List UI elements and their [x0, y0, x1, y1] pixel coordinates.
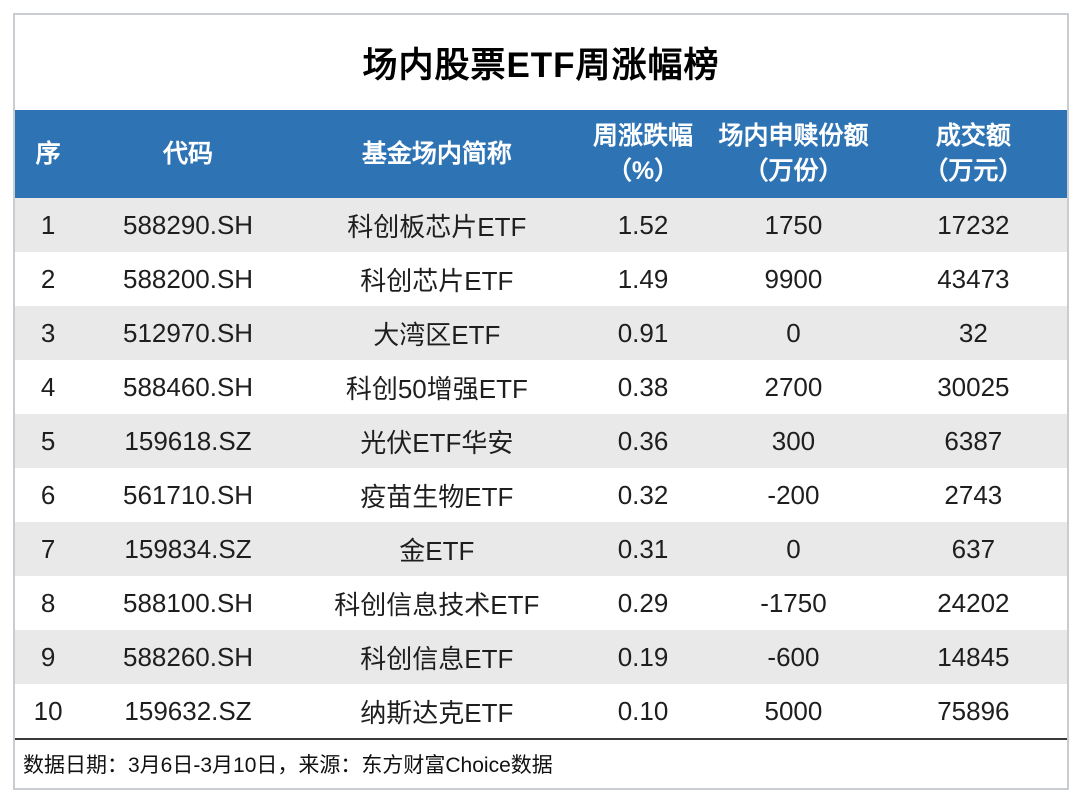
table-row: 10 159632.SZ 纳斯达克ETF 0.10 5000 75896: [15, 684, 1067, 738]
table-cell: 588260.SH: [122, 641, 254, 672]
column-header-weekly-change-unit: （%）: [606, 157, 680, 185]
table-cell: 17232: [937, 209, 1010, 240]
table-cell: -600: [767, 641, 820, 672]
table-cell: 科创芯片ETF: [360, 265, 514, 296]
table-header: 序 代码 基金场内简称 周涨跌幅 （%） 场内申赎份额 （万份） 成交额: [15, 110, 1067, 198]
table-row: 6 561710.SH 疫苗生物ETF 0.32 -200 2743: [15, 468, 1067, 522]
table-cell: 32: [958, 317, 988, 348]
table-cell: 0.36: [617, 425, 669, 456]
table-cell: 科创信息技术ETF: [334, 589, 540, 620]
table-cell: 24202: [937, 587, 1010, 618]
table-row: 9 588260.SH 科创信息ETF 0.19 -600 14845: [15, 630, 1067, 684]
table-cell: 300: [771, 425, 816, 456]
table-cell: 1: [40, 209, 56, 240]
table-cell: 1.52: [617, 209, 669, 240]
table-cell: 159632.SZ: [124, 695, 252, 726]
table-cell: 科创信息ETF: [360, 643, 514, 674]
table-cell: 14845: [937, 641, 1010, 672]
table-cell: -200: [767, 479, 820, 510]
data-source-note: 数据日期：3月6日-3月10日，来源：东方财富Choice数据: [23, 754, 553, 777]
column-header-turnover-label: 成交额: [935, 122, 1011, 150]
table-cell: 159618.SZ: [124, 425, 252, 456]
page-title: 场内股票ETF周涨幅榜: [362, 46, 720, 85]
table-row: 5 159618.SZ 光伏ETF华安 0.36 300 6387: [15, 414, 1067, 468]
table-cell: 0.31: [617, 533, 669, 564]
table-cell: 8: [40, 587, 56, 618]
column-header-weekly-change-label: 周涨跌幅: [593, 122, 694, 150]
table-cell: 6387: [944, 425, 1003, 456]
table-cell: 5000: [764, 695, 823, 726]
table-cell: 2700: [764, 371, 823, 402]
column-header-turnover-unit: （万元）: [923, 157, 1024, 185]
etf-table: 序 代码 基金场内简称 周涨跌幅 （%） 场内申赎份额 （万份） 成交额: [15, 110, 1067, 738]
table-cell: 2: [40, 263, 56, 294]
table-cell: 30025: [937, 371, 1010, 402]
table-row: 7 159834.SZ 金ETF 0.31 0 637: [15, 522, 1067, 576]
table-cell: 疫苗生物ETF: [360, 481, 514, 512]
table-cell: 159834.SZ: [124, 533, 252, 564]
table-cell: 金ETF: [399, 535, 475, 566]
column-header-code: 代码: [81, 110, 295, 198]
table-cell: 9: [40, 641, 56, 672]
table-row: 8 588100.SH 科创信息技术ETF 0.29 -1750 24202: [15, 576, 1067, 630]
table-cell: 1750: [764, 209, 823, 240]
table-cell: 4: [40, 371, 56, 402]
column-header-rank: 序: [15, 110, 82, 198]
table-cell: 9900: [764, 263, 823, 294]
table-cell: 75896: [937, 695, 1010, 726]
column-header-subscription-label: 场内申赎份额: [718, 122, 869, 150]
table-row: 4 588460.SH 科创50增强ETF 0.38 2700 30025: [15, 360, 1067, 414]
table-cell: 0.32: [617, 479, 669, 510]
table-cell: 588100.SH: [122, 587, 254, 618]
table-cell: 0.29: [617, 587, 669, 618]
table-cell: 光伏ETF华安: [360, 427, 514, 458]
column-header-code-label: 代码: [163, 139, 214, 168]
table-cell: 561710.SH: [122, 479, 254, 510]
footer-bar: 数据日期：3月6日-3月10日，来源：东方财富Choice数据: [15, 738, 1067, 788]
table-cell: 0: [786, 317, 801, 348]
table-cell: 5: [40, 425, 56, 456]
table-header-row: 序 代码 基金场内简称 周涨跌幅 （%） 场内申赎份额 （万份） 成交额: [15, 110, 1067, 198]
table-cell: 2743: [944, 479, 1003, 510]
table-row: 1 588290.SH 科创板芯片ETF 1.52 1750 17232: [15, 198, 1067, 252]
table-cell: 0.91: [617, 317, 669, 348]
table-row: 2 588200.SH 科创芯片ETF 1.49 9900 43473: [15, 252, 1067, 306]
table-cell: 6: [40, 479, 56, 510]
table-row: 3 512970.SH 大湾区ETF 0.91 0 32: [15, 306, 1067, 360]
table-cell: 1.49: [617, 263, 669, 294]
table-cell: 0.10: [617, 695, 669, 726]
table-cell: 0: [786, 533, 801, 564]
table-cell: 588290.SH: [122, 209, 254, 240]
table-cell: 3: [40, 317, 56, 348]
table-cell: 588460.SH: [122, 371, 254, 402]
table-cell: 10: [33, 695, 63, 726]
table-cell: 0.19: [617, 641, 669, 672]
column-header-subscription: 场内申赎份额 （万份）: [707, 110, 880, 198]
table-body: 1 588290.SH 科创板芯片ETF 1.52 1750 17232 2 588200.S…: [15, 198, 1067, 738]
table-cell: 科创50增强ETF: [345, 373, 528, 404]
table-cell: 大湾区ETF: [373, 319, 501, 350]
column-header-subscription-unit: （万份）: [743, 157, 844, 185]
table-cell: 512970.SH: [122, 317, 254, 348]
title-bar: 场内股票ETF周涨幅榜: [15, 15, 1067, 110]
column-header-name: 基金场内简称: [294, 110, 579, 198]
table-cell: 637: [951, 533, 996, 564]
table-cell: 0.38: [617, 371, 669, 402]
table-cell: 588200.SH: [122, 263, 254, 294]
column-header-turnover: 成交额 （万元）: [879, 110, 1067, 198]
table-cell: -1750: [760, 587, 827, 618]
column-header-name-label: 基金场内简称: [361, 139, 512, 168]
table-cell: 43473: [937, 263, 1010, 294]
table-cell: 纳斯达克ETF: [360, 697, 514, 728]
column-header-rank-label: 序: [35, 139, 61, 168]
column-header-weekly-change: 周涨跌幅 （%）: [578, 110, 708, 198]
etf-table-card: 场内股票ETF周涨幅榜 序 代码 基金场内简称 周涨跌幅 （%）: [13, 13, 1069, 790]
table-cell: 7: [40, 533, 56, 564]
table-cell: 科创板芯片ETF: [347, 211, 527, 242]
